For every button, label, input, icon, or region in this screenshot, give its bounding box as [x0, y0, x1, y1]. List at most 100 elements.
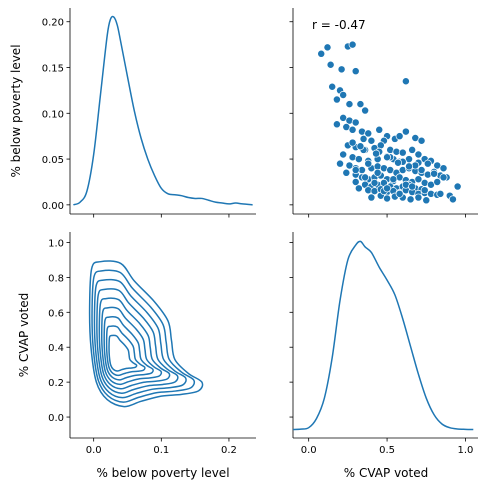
scatter-point — [398, 148, 407, 157]
x-ticks — [93, 214, 230, 218]
scatter-point — [317, 49, 326, 58]
scatter-point — [348, 138, 357, 147]
scatter-point — [401, 77, 410, 86]
scatter-point — [417, 166, 426, 174]
kde-contour — [98, 297, 171, 390]
x-tick-label: 0.5 — [379, 445, 395, 456]
xlabel-col1: % CVAP voted — [344, 466, 428, 480]
scatter-point — [389, 175, 398, 184]
scatter-point — [345, 100, 354, 109]
scatter-point — [337, 65, 346, 74]
x-ticks: 0.0 0.1 0.2 — [86, 438, 237, 456]
scatter-point — [423, 159, 432, 168]
scatter-point — [401, 127, 410, 136]
poverty-kde-line — [73, 15, 253, 206]
x-tick-label: 0.0 — [301, 445, 317, 456]
scatter-point — [408, 182, 417, 191]
y-tick-label: 0.10 — [42, 109, 64, 120]
scatter-point — [448, 195, 457, 204]
scatter-point — [383, 153, 392, 162]
scatter-point — [422, 196, 431, 205]
kde-contour — [93, 278, 187, 399]
scatter-point — [439, 173, 448, 182]
x-tick-label: 0.0 — [86, 445, 102, 456]
scatter-point — [339, 91, 348, 99]
kde-contour — [88, 260, 204, 408]
y-tick-label: 0.6 — [48, 308, 64, 319]
scatter-point — [326, 60, 335, 69]
scatter-point — [453, 182, 462, 191]
kde-contour — [103, 316, 154, 381]
x-tick-label: 0.1 — [153, 445, 169, 456]
scatter-point — [436, 189, 445, 198]
y-tick-label: 0.05 — [42, 155, 64, 166]
panel-scatter: r = -0.47 — [289, 8, 478, 218]
scatter-point — [359, 134, 368, 143]
panel-cvap-kde: 0.0 0.5 1.0 — [289, 232, 478, 456]
panel-poverty-kde: 0.00 0.05 0.10 0.15 0.20 — [42, 8, 256, 218]
scatter-point — [414, 150, 423, 159]
scatter-point — [395, 189, 404, 198]
scatter-point — [372, 149, 381, 158]
scatter-point — [420, 186, 429, 195]
scatter-point — [351, 67, 360, 76]
y-ticks — [289, 242, 293, 418]
scatter-point — [354, 155, 363, 164]
scatter-point — [376, 141, 385, 150]
scatter-point — [375, 125, 384, 134]
y-ticks — [289, 21, 293, 206]
scatter-point — [339, 150, 348, 159]
scatter-point — [323, 43, 332, 52]
scatter-point — [361, 173, 370, 182]
scatter-point — [383, 194, 392, 203]
kde-contours — [88, 260, 204, 408]
kde-contour — [108, 334, 138, 372]
kde-contour — [105, 325, 146, 377]
scatter-point — [414, 193, 423, 202]
scatter-point — [414, 175, 423, 184]
kde-contour — [96, 288, 179, 394]
x-tick-label: 1.0 — [458, 445, 474, 456]
y-tick-label: 0.8 — [48, 273, 64, 284]
scatter-point — [367, 136, 376, 145]
scatter-point — [417, 136, 426, 145]
scatter-point — [383, 184, 392, 193]
scatter-point — [332, 95, 341, 104]
scatter-point — [342, 168, 351, 177]
ylabel-row1: % CVAP voted — [17, 293, 31, 377]
scatter-point — [406, 195, 415, 204]
scatter-point — [336, 159, 344, 168]
y-ticks: 0.0 0.2 0.4 0.6 0.8 1.0 — [48, 238, 70, 424]
scatter-point — [370, 178, 379, 187]
y-tick-label: 0.0 — [48, 413, 64, 424]
scatter-point — [433, 178, 442, 186]
scatter-point — [361, 106, 370, 115]
panel-bivariate-kde: 0.0 0.2 0.4 0.6 0.8 1.0 0.0 0.1 0.2 — [48, 232, 256, 456]
scatter-point — [364, 129, 373, 138]
kde-contour — [100, 306, 163, 386]
y-tick-label: 0.20 — [42, 18, 64, 29]
correlation-annotation: r = -0.47 — [312, 18, 366, 32]
y-tick-label: 0.4 — [48, 343, 64, 354]
scatter-point — [351, 178, 360, 186]
ylabel-row0: % below poverty level — [9, 44, 23, 177]
x-tick-label: 0.2 — [221, 445, 237, 456]
scatter-point — [439, 164, 448, 173]
scatter-point — [332, 120, 341, 129]
scatter-point — [348, 40, 357, 49]
scatter-point — [395, 132, 404, 141]
scatter-point — [405, 162, 413, 171]
xlabel-col0: % below poverty level — [96, 466, 229, 480]
scatter-point — [328, 82, 337, 91]
y-tick-label: 1.0 — [48, 238, 64, 249]
scatter-point — [373, 168, 382, 177]
scatter-point — [356, 142, 365, 151]
y-tick-label: 0.15 — [42, 64, 64, 75]
scatter-point — [394, 158, 402, 167]
scatter-point — [348, 125, 357, 134]
scatter-point — [356, 100, 365, 109]
scatter-point — [408, 145, 417, 154]
scatter-points — [317, 40, 462, 205]
scatter-point — [351, 166, 360, 174]
